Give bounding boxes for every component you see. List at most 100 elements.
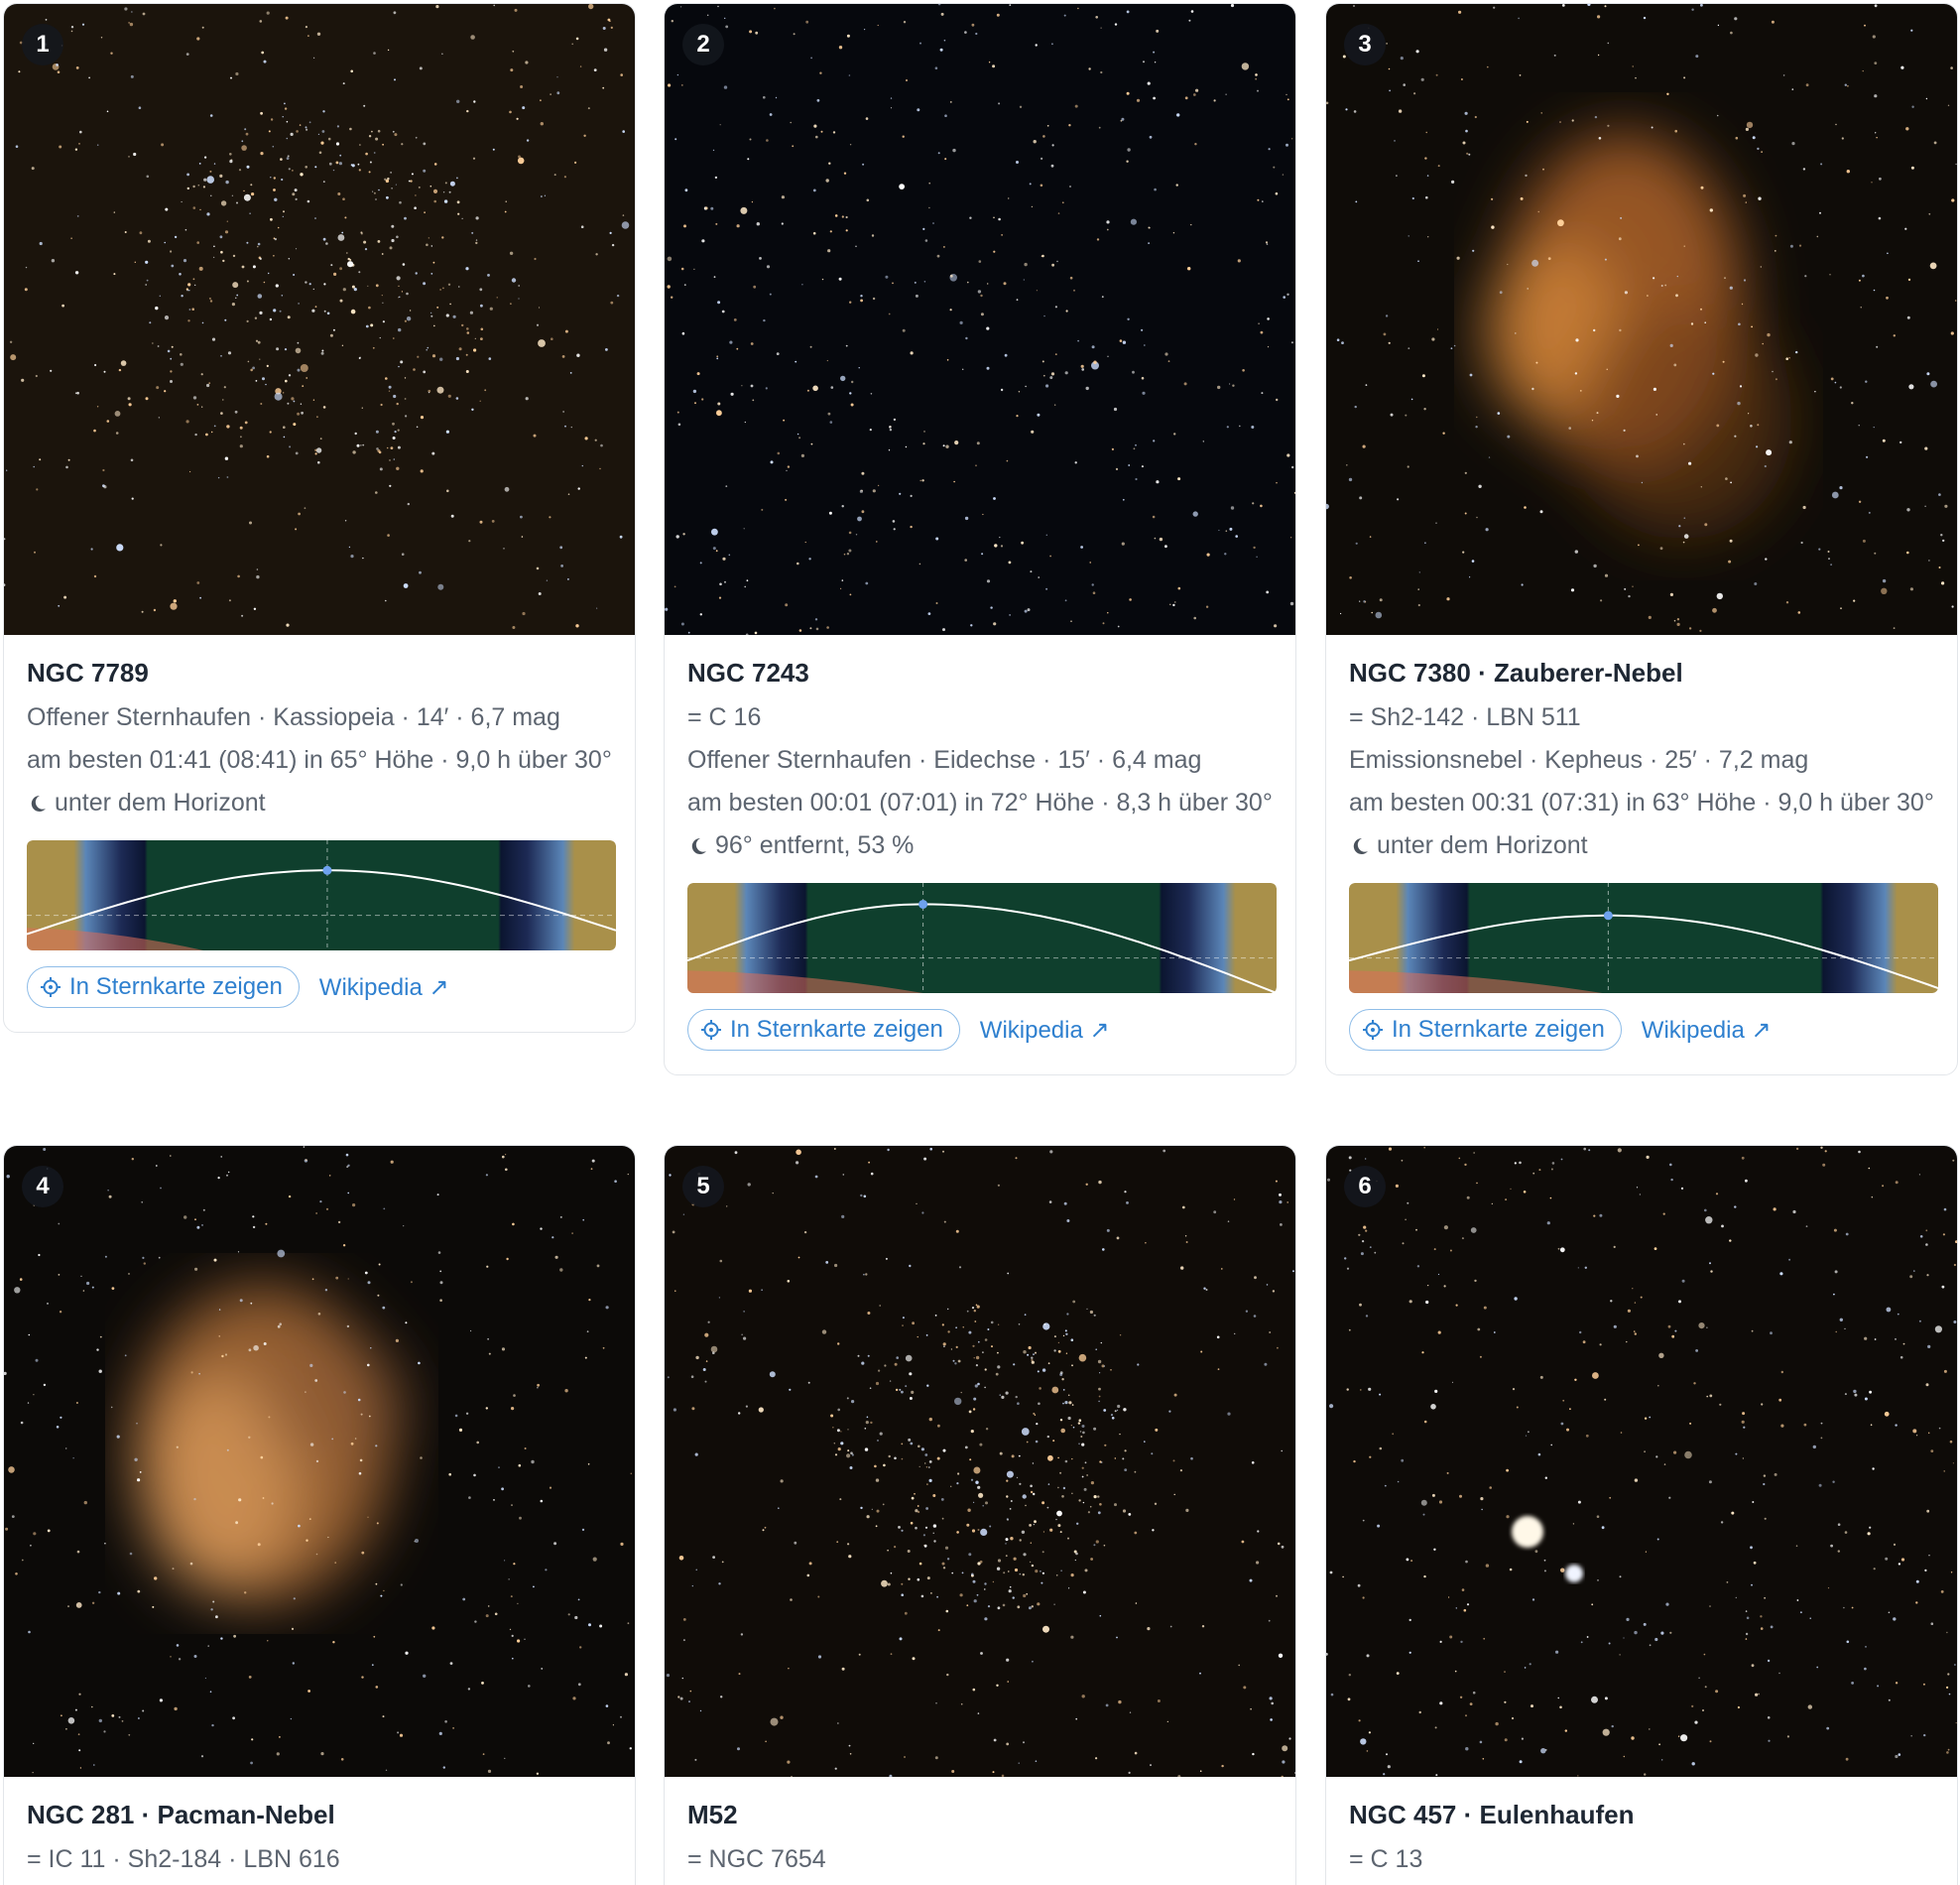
star xyxy=(579,1646,582,1649)
star xyxy=(250,184,253,187)
star xyxy=(31,167,35,171)
star xyxy=(1105,1703,1109,1707)
star xyxy=(354,432,357,436)
star-map-button[interactable]: In Sternkarte zeigen xyxy=(27,966,300,1008)
star xyxy=(536,323,540,326)
star xyxy=(1173,433,1176,436)
star xyxy=(410,1281,413,1284)
star xyxy=(1041,254,1044,258)
star xyxy=(973,1357,975,1359)
star xyxy=(474,337,476,339)
star xyxy=(1032,1462,1035,1464)
star xyxy=(1029,1561,1032,1564)
star xyxy=(1093,360,1097,364)
star xyxy=(1064,1459,1068,1463)
star xyxy=(1355,542,1358,545)
star xyxy=(1089,1505,1092,1508)
star xyxy=(960,1391,962,1394)
object-image xyxy=(1326,4,1957,635)
star xyxy=(1049,555,1051,558)
star xyxy=(671,20,674,23)
star xyxy=(480,304,483,308)
star xyxy=(669,1174,672,1177)
star xyxy=(267,1640,269,1642)
star xyxy=(141,1201,143,1203)
star xyxy=(388,385,392,389)
star xyxy=(1743,1426,1746,1429)
star xyxy=(605,348,608,351)
star xyxy=(745,633,749,635)
star xyxy=(1281,1545,1285,1549)
star xyxy=(93,429,96,433)
star xyxy=(591,1159,595,1163)
star xyxy=(915,1509,919,1513)
star xyxy=(1366,1750,1369,1752)
star xyxy=(971,23,975,27)
star xyxy=(289,445,292,448)
star xyxy=(712,547,716,551)
star xyxy=(559,546,563,550)
star xyxy=(305,26,307,29)
star xyxy=(399,296,401,298)
star xyxy=(570,426,572,429)
star xyxy=(76,215,79,217)
star xyxy=(1941,581,1945,585)
star xyxy=(520,85,524,88)
star xyxy=(230,76,232,79)
star xyxy=(78,1749,81,1752)
star xyxy=(1942,1233,1945,1236)
star xyxy=(1923,1733,1926,1737)
star xyxy=(1770,1331,1773,1335)
star xyxy=(1389,89,1391,92)
star xyxy=(1252,502,1255,505)
star xyxy=(902,135,905,138)
star xyxy=(812,385,818,392)
star xyxy=(1087,1511,1090,1514)
star xyxy=(1226,426,1229,429)
star xyxy=(1882,1185,1885,1188)
star xyxy=(791,1776,793,1777)
star xyxy=(845,344,848,347)
star xyxy=(1286,453,1290,457)
star xyxy=(153,608,157,612)
star xyxy=(991,1345,993,1348)
star xyxy=(131,11,133,13)
star xyxy=(1009,614,1011,616)
star xyxy=(1427,1285,1429,1287)
star xyxy=(1693,1382,1696,1385)
star xyxy=(1179,1469,1182,1472)
star xyxy=(1764,1517,1767,1520)
star xyxy=(1515,332,1517,334)
star xyxy=(1013,1363,1016,1366)
star-map-button[interactable]: In Sternkarte zeigen xyxy=(687,1009,960,1051)
wikipedia-link[interactable]: Wikipedia ↗ xyxy=(1641,1016,1772,1044)
star xyxy=(298,1524,301,1528)
star xyxy=(1147,1627,1151,1631)
star xyxy=(1091,583,1094,586)
star xyxy=(969,1458,972,1461)
star xyxy=(1065,1332,1068,1335)
star xyxy=(280,158,283,161)
star xyxy=(968,1330,972,1334)
star xyxy=(602,86,605,89)
star xyxy=(919,42,921,45)
star xyxy=(415,194,417,196)
star xyxy=(667,1376,670,1379)
star xyxy=(201,1224,203,1226)
star xyxy=(622,130,625,133)
star xyxy=(381,253,384,255)
star xyxy=(493,1499,495,1501)
star xyxy=(1834,381,1837,384)
star xyxy=(322,110,325,113)
star xyxy=(401,143,404,146)
star xyxy=(680,622,684,626)
star xyxy=(1465,1747,1469,1751)
star xyxy=(680,84,683,86)
star xyxy=(1388,341,1391,344)
star-map-button[interactable]: In Sternkarte zeigen xyxy=(1349,1009,1622,1051)
star xyxy=(1778,1398,1782,1402)
wikipedia-link[interactable]: Wikipedia ↗ xyxy=(318,973,449,1001)
wikipedia-link[interactable]: Wikipedia ↗ xyxy=(979,1016,1110,1044)
star xyxy=(1568,427,1571,430)
star xyxy=(722,557,726,561)
